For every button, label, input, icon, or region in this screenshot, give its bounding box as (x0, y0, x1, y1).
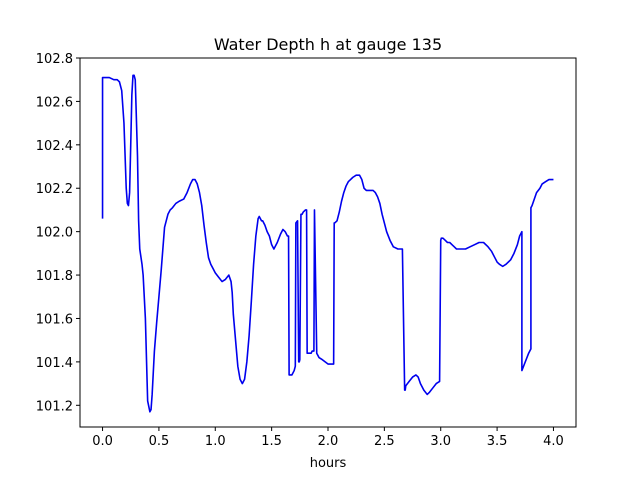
x-axis: 0.0 0.5 1.0 1.5 2.0 2.5 3.0 3.5 4.0 (92, 427, 564, 449)
x-tick-label: 4.0 (543, 434, 564, 449)
y-tick-label: 101.4 (36, 356, 73, 371)
y-tick-label: 101.6 (36, 312, 73, 327)
x-tick-label: 1.5 (261, 434, 282, 449)
chart-title: Water Depth h at gauge 135 (214, 35, 442, 54)
x-tick-label: 2.0 (318, 434, 339, 449)
y-tick-label: 102.2 (36, 182, 73, 197)
x-axis-label: hours (310, 456, 347, 471)
series-line-0 (101, 74, 554, 413)
y-tick-label: 101.2 (36, 399, 73, 414)
y-axis: 101.2 101.4 101.6 101.8 102.0 102.2 102.4 102.6… (36, 52, 80, 414)
x-tick-label: 1.0 (205, 434, 226, 449)
y-tick-label: 101.8 (36, 269, 73, 284)
y-tick-label: 102.6 (36, 95, 73, 110)
x-tick-label: 0.5 (149, 434, 170, 449)
x-tick-label: 3.0 (430, 434, 451, 449)
x-tick-label: 2.5 (374, 434, 395, 449)
plot-frame (79, 57, 577, 428)
plot-area (79, 57, 577, 428)
y-tick-label: 102.8 (36, 52, 73, 67)
y-tick-label: 102.4 (36, 139, 73, 154)
series-layer (101, 74, 554, 413)
x-tick-label: 0.0 (92, 434, 113, 449)
y-tick-label: 102.0 (36, 226, 73, 241)
x-tick-label: 3.5 (487, 434, 508, 449)
